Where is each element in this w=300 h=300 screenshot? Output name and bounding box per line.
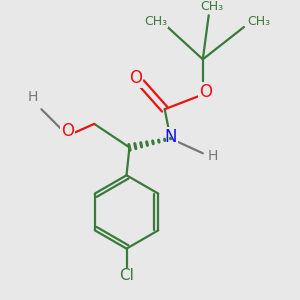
Text: H: H: [27, 91, 38, 104]
Text: O: O: [199, 82, 212, 100]
Text: H: H: [208, 149, 218, 163]
Text: CH₃: CH₃: [144, 15, 167, 28]
Text: CH₃: CH₃: [200, 0, 223, 13]
Text: O: O: [61, 122, 74, 140]
Text: Cl: Cl: [119, 268, 134, 284]
Text: O: O: [129, 69, 142, 87]
Text: CH₃: CH₃: [247, 15, 270, 28]
Text: N: N: [164, 128, 177, 146]
